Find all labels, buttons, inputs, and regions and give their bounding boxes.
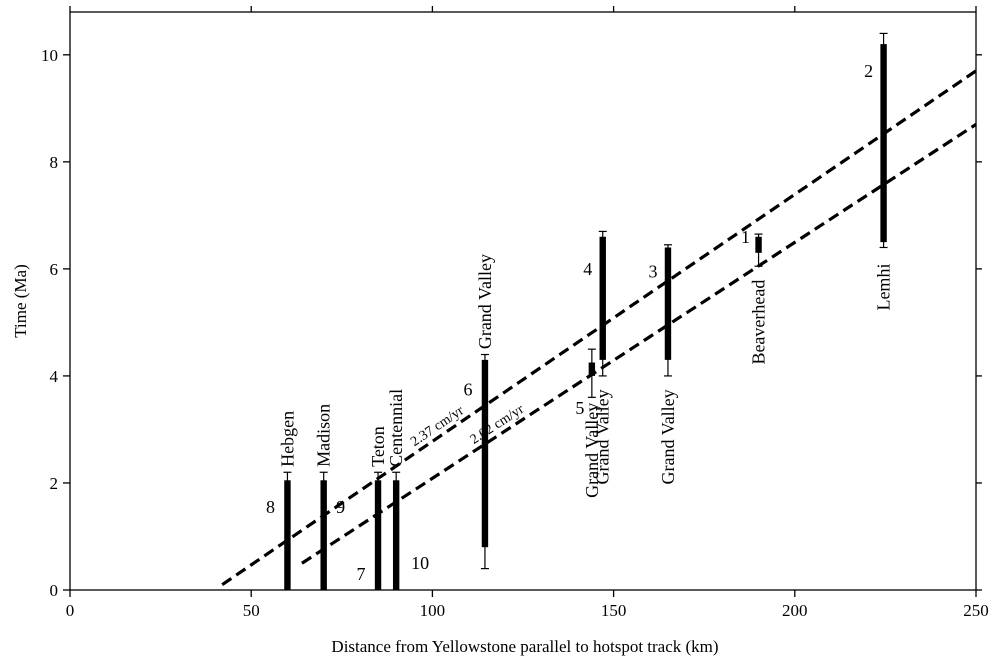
y-tick-label: 6 — [50, 260, 59, 279]
fault-name-label: Beaverhead — [749, 280, 769, 365]
axis-ticks: 0 50 100 150 200 250 0 2 4 6 8 10 — [41, 6, 989, 620]
y-tick-label: 2 — [50, 474, 59, 493]
fault-name-label: Lemhi — [874, 264, 894, 311]
fault-age-bar — [392, 480, 400, 590]
fault-number-label: 4 — [583, 259, 592, 279]
y-tick-label: 4 — [50, 367, 59, 386]
y-tick-label: 10 — [41, 46, 58, 65]
fault-age-bar — [481, 359, 489, 548]
fault-name-label: Grand Valley — [593, 389, 613, 484]
fault-number-label: 3 — [648, 262, 657, 282]
fault-number-label: 1 — [741, 227, 750, 247]
fault-age-bar — [664, 247, 672, 360]
fault-name-label: Madison — [314, 404, 334, 467]
x-tick-label: 0 — [66, 601, 75, 620]
x-tick-label: 100 — [420, 601, 446, 620]
fault-name-label: Hebgen — [277, 411, 297, 467]
fault-number-label: 6 — [463, 379, 472, 399]
x-tick-label: 150 — [601, 601, 627, 620]
fault-name-label: Grand Valley — [582, 403, 602, 498]
fault-number-label: 8 — [266, 497, 275, 517]
fault-age-bar — [284, 480, 291, 590]
fault-number-label: 9 — [336, 497, 345, 517]
y-tick-label: 0 — [50, 581, 59, 600]
fault-name-label: Centennial — [386, 389, 406, 467]
x-tick-label: 200 — [782, 601, 808, 620]
x-tick-label: 50 — [243, 601, 260, 620]
fault-age-bar — [755, 236, 762, 253]
fault-name-label: Teton — [368, 426, 388, 467]
fault-age-bar — [320, 480, 327, 590]
fault-age-bar — [588, 362, 596, 376]
fault-number-label: 7 — [357, 564, 366, 584]
fault-name-label: Grand Valley — [658, 389, 678, 484]
fault-number-label: 10 — [411, 553, 429, 573]
rate-line-label: 2.02 cm/yr — [468, 402, 527, 448]
y-tick-label: 8 — [50, 153, 59, 172]
x-tick-label: 250 — [963, 601, 989, 620]
fault-age-bar — [599, 236, 606, 360]
fault-age-bar — [374, 480, 382, 590]
y-axis-title: Time (Ma) — [11, 264, 30, 338]
rate-line — [301, 123, 977, 565]
fault-age-bars: 8 Hebgen 9 Madison 7 Teton 10 Centennial 6 Grand … — [266, 32, 894, 590]
plot-frame — [69, 11, 977, 591]
rate-line-label: 2.37 cm/yr — [408, 403, 467, 450]
x-axis-title: Distance from Yellowstone parallel to ho… — [331, 637, 718, 656]
fault-number-label: 2 — [864, 61, 873, 81]
fault-number-label: 5 — [575, 398, 584, 418]
fault-age-bar — [880, 44, 887, 243]
fault-name-label: Grand Valley — [475, 254, 495, 349]
